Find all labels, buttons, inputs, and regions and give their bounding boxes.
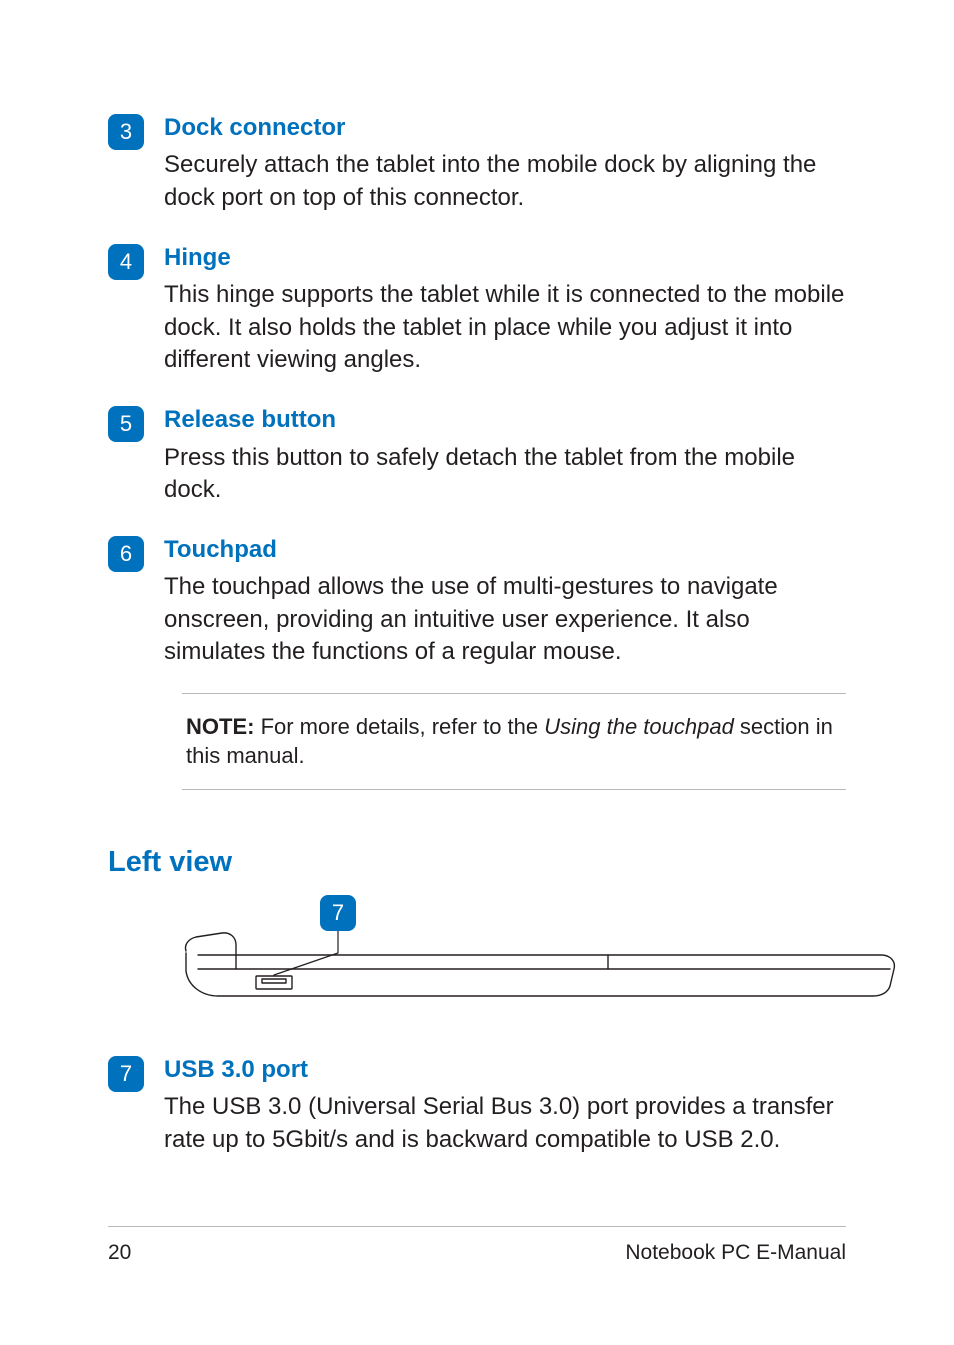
feature-title-5: Release button [164, 404, 846, 435]
doc-title: Notebook PC E-Manual [625, 1241, 846, 1265]
note-text-italic: Using the touchpad [544, 714, 734, 739]
feature-body-3: Dock connector Securely attach the table… [164, 112, 846, 214]
callout-badge-6: 6 [108, 536, 144, 572]
note-text-before: For more details, refer to the [254, 714, 544, 739]
feature-title-4: Hinge [164, 242, 846, 273]
feature-title-3: Dock connector [164, 112, 846, 143]
callout-badge-7: 7 [108, 1056, 144, 1092]
note-label: NOTE: [186, 714, 254, 739]
feature-title-7: USB 3.0 port [164, 1054, 846, 1085]
feature-desc-5: Press this button to safely detach the t… [164, 442, 846, 507]
feature-item-4: 4 Hinge This hinge supports the tablet w… [108, 242, 846, 376]
callout-badge-3: 3 [108, 114, 144, 150]
page: 3 Dock connector Securely attach the tab… [0, 0, 954, 1345]
feature-item-3: 3 Dock connector Securely attach the tab… [108, 112, 846, 214]
left-view-diagram: 7 [178, 893, 846, 1008]
callout-badge-7-diagram: 7 [320, 895, 356, 931]
callout-badge-4: 4 [108, 244, 144, 280]
feature-desc-3: Securely attach the tablet into the mobi… [164, 149, 846, 214]
feature-body-6: Touchpad The touchpad allows the use of … [164, 534, 846, 668]
dock-side-svg [178, 893, 898, 1003]
note-box: NOTE: For more details, refer to the Usi… [182, 693, 846, 790]
feature-item-7: 7 USB 3.0 port The USB 3.0 (Universal Se… [108, 1054, 846, 1156]
feature-body-4: Hinge This hinge supports the tablet whi… [164, 242, 846, 376]
feature-item-5: 5 Release button Press this button to sa… [108, 404, 846, 506]
feature-item-6: 6 Touchpad The touchpad allows the use o… [108, 534, 846, 668]
page-footer: 20 Notebook PC E-Manual [108, 1226, 846, 1265]
feature-desc-7: The USB 3.0 (Universal Serial Bus 3.0) p… [164, 1091, 846, 1156]
feature-title-6: Touchpad [164, 534, 846, 565]
section-heading-left-view: Left view [108, 846, 846, 879]
feature-body-5: Release button Press this button to safe… [164, 404, 846, 506]
page-number: 20 [108, 1241, 131, 1265]
feature-desc-4: This hinge supports the tablet while it … [164, 279, 846, 376]
feature-desc-6: The touchpad allows the use of multi-ges… [164, 571, 846, 668]
feature-body-7: USB 3.0 port The USB 3.0 (Universal Seri… [164, 1054, 846, 1156]
callout-badge-5: 5 [108, 406, 144, 442]
